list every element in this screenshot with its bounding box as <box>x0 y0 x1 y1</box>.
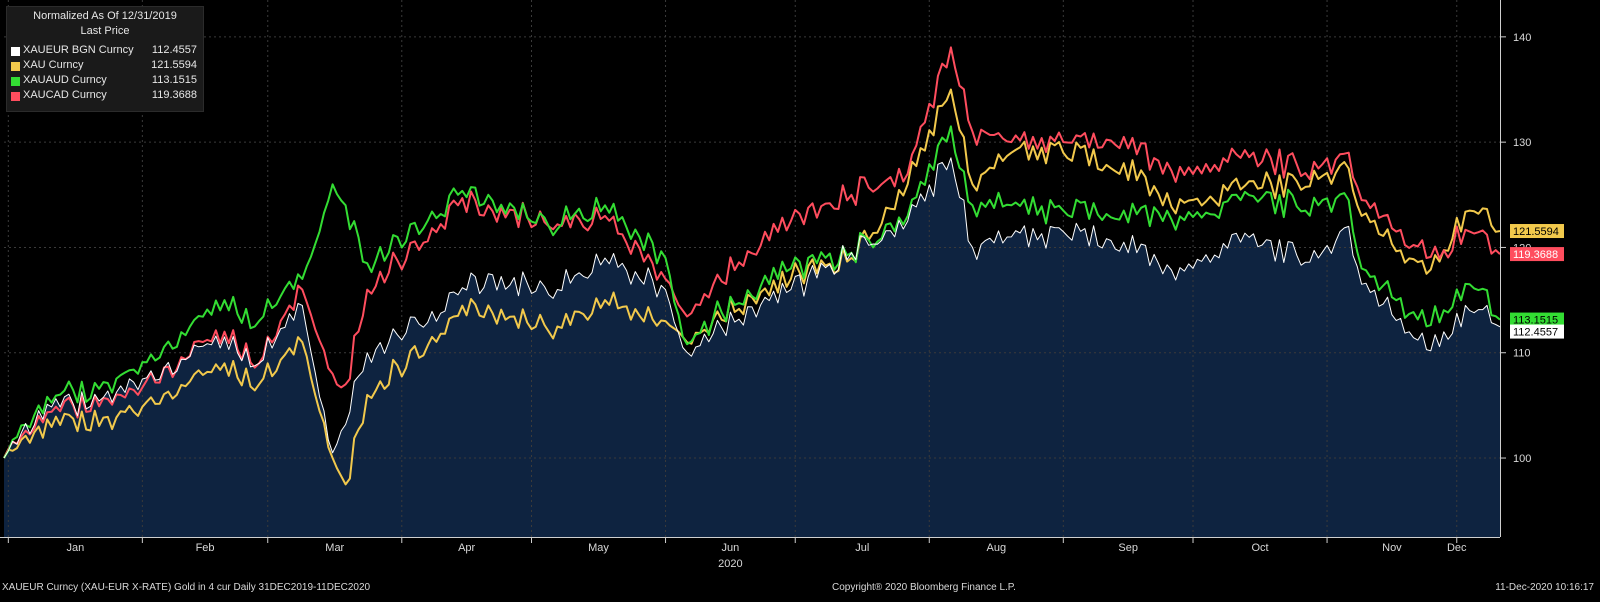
legend-name-xau: XAU Curncy <box>23 59 84 71</box>
last-value-label-xauaud: 113.1515 <box>1513 315 1558 327</box>
last-value-tag-xau <box>1510 224 1564 239</box>
last-value-label-xau: 121.5594 <box>1513 226 1559 238</box>
x-tick-label-apr: Apr <box>458 542 475 554</box>
legend-row-xaueur: XAUEUR BGN Curncy 112.4557 <box>11 44 199 59</box>
y-tick-label-100: 100 <box>1513 453 1531 465</box>
x-tick-label-jul: Jul <box>855 542 869 554</box>
legend-value-xaucad: 119.3688 <box>151 89 197 101</box>
legend: Normalized As Of 12/31/2019 Last Price X… <box>6 6 204 112</box>
legend-name-xaueur: XAUEUR BGN Curncy <box>23 44 134 56</box>
x-tick-label-oct: Oct <box>1251 542 1268 554</box>
y-tick-label-110: 110 <box>1513 348 1531 360</box>
legend-swatch-xau <box>11 62 20 71</box>
x-tick-label-jan: Jan <box>66 542 84 554</box>
x-tick-label-feb: Feb <box>196 542 215 554</box>
area-fill-xaueur <box>4 157 1500 537</box>
y-tick-label-140: 140 <box>1513 32 1531 44</box>
legend-row-xau: XAU Curncy 121.5594 <box>11 59 199 74</box>
x-axis-year-label: 2020 <box>718 558 742 570</box>
legend-subtitle: Last Price <box>80 25 130 37</box>
legend-name-xauaud: XAUAUD Curncy <box>23 74 107 86</box>
y-tick-label-130: 130 <box>1513 137 1531 149</box>
x-tick-label-dec: Dec <box>1447 542 1467 554</box>
x-tick-label-aug: Aug <box>986 542 1006 554</box>
x-tick-label-may: May <box>588 542 609 554</box>
legend-swatch-xauaud <box>11 77 20 86</box>
last-value-tag-xauaud <box>1510 312 1564 327</box>
last-value-tag-xaueur <box>1510 324 1564 339</box>
last-value-label-xaueur: 112.4557 <box>1513 327 1558 339</box>
legend-value-xauaud: 113.1515 <box>151 74 197 86</box>
legend-swatch-xaueur <box>11 47 20 56</box>
footer-timestamp: 11-Dec-2020 10:16:17 <box>1495 582 1594 593</box>
footer-description: XAUEUR Curncy (XAU-EUR X-RATE) Gold in 4… <box>2 582 371 593</box>
legend-title: Normalized As Of 12/31/2019 <box>33 10 177 22</box>
legend-swatch-xaucad <box>11 92 20 101</box>
last-value-label-xaucad: 119.3688 <box>1513 249 1558 261</box>
legend-row-xauaud: XAUAUD Curncy 113.1515 <box>11 74 199 89</box>
last-value-tag-xaucad <box>1510 247 1564 262</box>
legend-value-xaueur: 112.4557 <box>151 44 197 56</box>
legend-name-xaucad: XAUCAD Curncy <box>23 89 107 101</box>
series-line-xauaud <box>3 125 1501 459</box>
x-tick-label-jun: Jun <box>722 542 740 554</box>
legend-row-xaucad: XAUCAD Curncy 119.3688 <box>11 89 199 104</box>
footer-copyright: Copyright® 2020 Bloomberg Finance L.P. <box>832 582 1016 593</box>
series-line-xaueur <box>3 157 1501 459</box>
x-tick-label-mar: Mar <box>325 542 344 554</box>
x-tick-label-nov: Nov <box>1382 542 1402 554</box>
x-tick-label-sep: Sep <box>1118 542 1138 554</box>
legend-value-xau: 121.5594 <box>151 59 197 71</box>
